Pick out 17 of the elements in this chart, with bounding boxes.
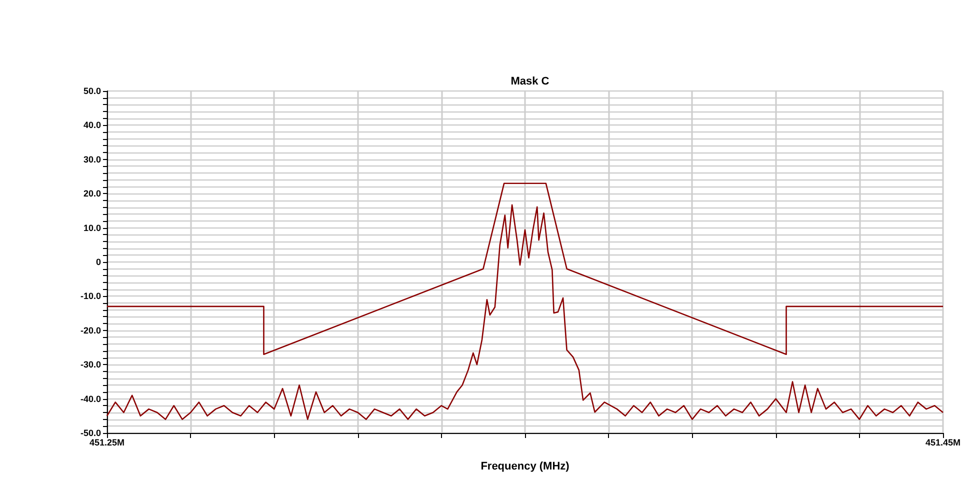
x-axis-title: Frequency (MHz) [480, 460, 570, 472]
chart-title: Mask C [510, 76, 550, 88]
y-tick-label: -10.0 [80, 291, 101, 302]
y-tick-label: -30.0 [80, 360, 101, 370]
line-series [106, 204, 944, 420]
x-tick-label: 451.25M [89, 438, 125, 448]
y-tick-label: 30.0 [83, 154, 101, 164]
y-tick-label: -50.0 [80, 428, 101, 438]
y-tick-label: -40.0 [80, 394, 101, 404]
x-tick-label: 451.45M [925, 438, 961, 448]
y-tick-label: 40.0 [83, 120, 101, 130]
y-tick-label: 20.0 [83, 188, 101, 199]
y-tick-label: 0 [96, 257, 101, 267]
y-tick-label: 10.0 [83, 222, 101, 233]
y-tick-label: -20.0 [80, 325, 101, 336]
line-series [106, 182, 944, 355]
y-tick-label: 50.0 [83, 86, 101, 96]
